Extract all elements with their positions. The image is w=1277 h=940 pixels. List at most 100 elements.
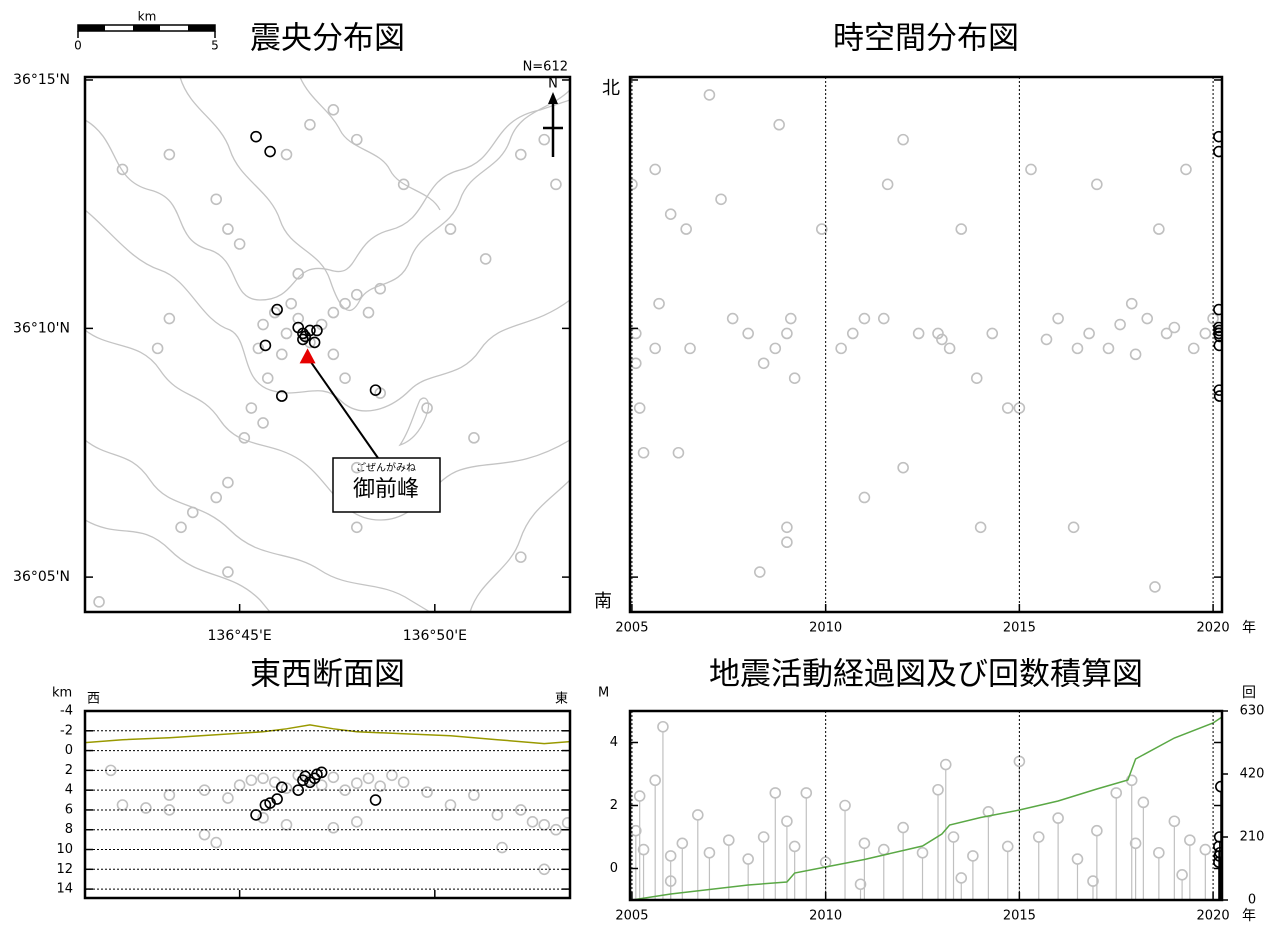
event [1102, 342, 1115, 355]
event [250, 130, 262, 143]
event [703, 846, 716, 859]
event [350, 521, 363, 534]
event [1199, 843, 1212, 856]
event [742, 327, 754, 340]
event [1001, 402, 1014, 414]
event [444, 799, 457, 811]
event [538, 133, 551, 146]
event [657, 720, 669, 733]
event [350, 133, 363, 146]
event [1001, 840, 1014, 853]
event [788, 372, 801, 384]
event [633, 402, 646, 414]
event [986, 327, 999, 340]
contour [469, 479, 570, 612]
event [444, 223, 457, 235]
x-tick-label: 2020 [1197, 621, 1230, 636]
x-tick-label: 2015 [1003, 909, 1036, 924]
y-label: M [598, 686, 609, 701]
event [1025, 163, 1037, 176]
event [116, 799, 129, 811]
event [369, 384, 382, 396]
event [1114, 318, 1126, 331]
y-tick-label: -2 [60, 723, 73, 738]
event [163, 312, 176, 325]
event [421, 786, 433, 798]
event [939, 758, 952, 771]
event [684, 342, 696, 355]
event [259, 339, 272, 352]
event [116, 163, 129, 176]
event [788, 840, 801, 853]
plot-frame [628, 75, 1224, 614]
event [222, 566, 234, 578]
event [1184, 834, 1196, 846]
event [970, 372, 983, 384]
plot-area [85, 724, 570, 876]
y-tick-label: 36°05'N [13, 569, 70, 585]
event [1213, 324, 1222, 337]
event [649, 342, 661, 355]
event [757, 831, 770, 843]
contour [85, 519, 271, 612]
y-tick-label: 0 [65, 743, 73, 758]
event [1087, 875, 1099, 887]
north-arrow-head [548, 92, 558, 104]
contour [299, 77, 441, 211]
event [835, 342, 847, 355]
event [630, 178, 638, 191]
contour [85, 209, 570, 412]
plot-area [630, 89, 1222, 593]
contour [85, 439, 431, 612]
event [271, 793, 283, 805]
event [526, 816, 539, 828]
event [839, 799, 851, 812]
event [257, 812, 269, 824]
event [222, 223, 234, 235]
event [268, 306, 281, 319]
event [175, 521, 187, 534]
event [350, 288, 363, 301]
event [1213, 339, 1222, 352]
y-tick-label: 36°15'N [13, 72, 70, 88]
leader-line [306, 356, 379, 459]
chart-title: 東西断面図 [250, 657, 405, 693]
event [250, 809, 262, 821]
event [1153, 223, 1165, 235]
event [1141, 312, 1154, 325]
event [268, 776, 281, 789]
event [327, 348, 340, 361]
event [304, 118, 316, 131]
event [479, 253, 492, 265]
event [637, 843, 650, 856]
annotation: N=612 [523, 60, 568, 75]
event [386, 769, 398, 782]
event [140, 802, 152, 814]
event [722, 834, 735, 846]
right-label: 東 [555, 691, 568, 707]
y-tick-label: 8 [65, 822, 73, 837]
event [276, 781, 288, 793]
contour [85, 329, 570, 521]
event [292, 312, 305, 325]
event [664, 850, 677, 862]
event [327, 771, 340, 784]
event [222, 792, 234, 804]
y-tick-label: 2 [65, 763, 73, 778]
event [858, 491, 871, 504]
event [1149, 581, 1161, 593]
y-label: km [52, 686, 72, 701]
event [773, 118, 785, 131]
event [703, 89, 716, 101]
event [327, 104, 340, 116]
scale-tick-label: 0 [74, 39, 82, 53]
plot-area [630, 716, 1222, 900]
event [649, 163, 661, 176]
x-tick-label: 2005 [615, 909, 648, 924]
event [955, 223, 968, 235]
event [339, 297, 351, 310]
event [514, 551, 527, 563]
event [292, 268, 305, 280]
plot-frame [83, 75, 572, 614]
